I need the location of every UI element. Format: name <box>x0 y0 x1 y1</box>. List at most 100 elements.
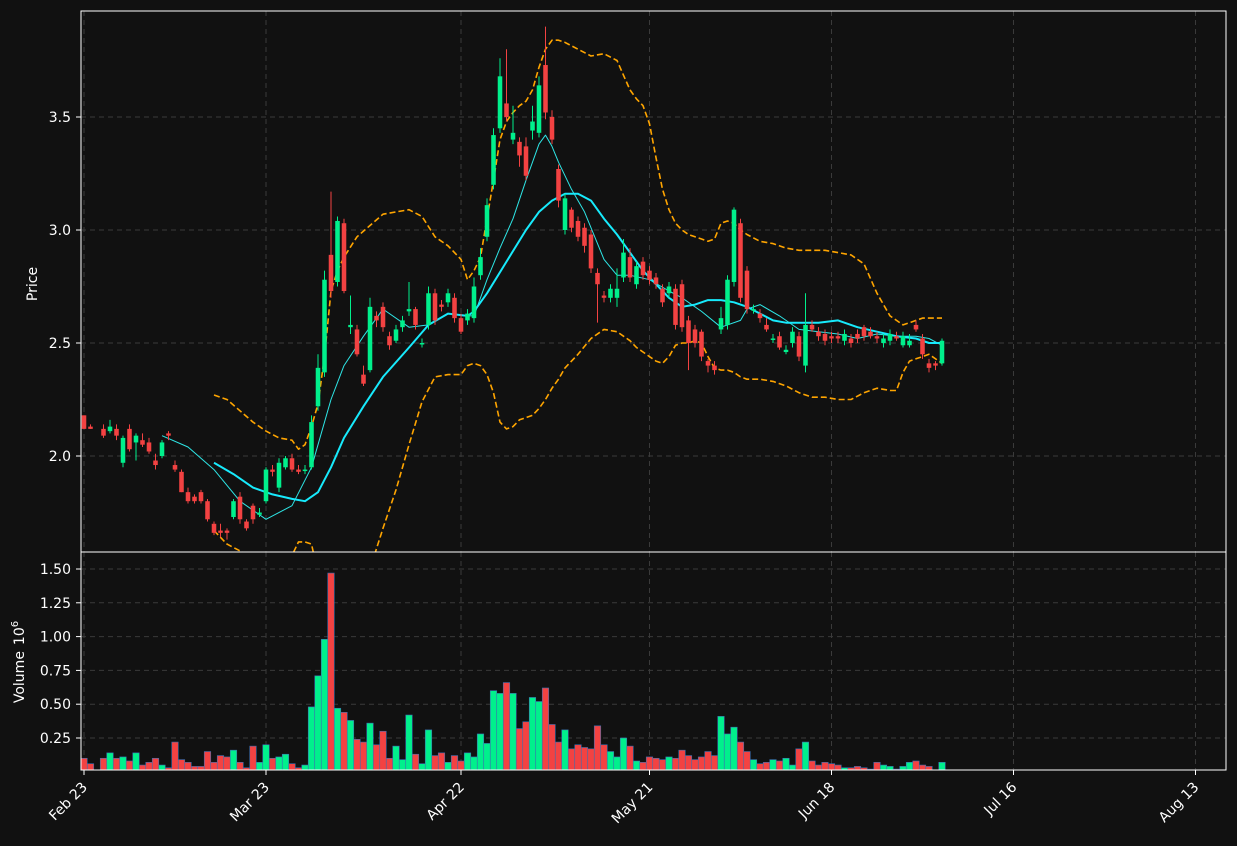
price-tick-label: 3.5 <box>49 110 71 126</box>
volume-bar <box>918 764 927 771</box>
volume-bar <box>99 757 108 771</box>
price-gridlines <box>81 11 1226 552</box>
volume-bar <box>749 759 758 771</box>
candle-body <box>465 313 470 321</box>
candle-body <box>497 76 503 129</box>
volume-panel-frame <box>80 551 1227 771</box>
volume-bars <box>80 572 946 771</box>
volume-bar <box>762 762 771 771</box>
volume-bar <box>489 690 498 771</box>
volume-bar <box>606 751 615 771</box>
candle-body <box>536 85 542 133</box>
volume-bar <box>574 744 582 771</box>
volume-bar <box>626 745 634 771</box>
candle-body <box>354 329 360 355</box>
price-tick-label: 3.0 <box>49 223 71 239</box>
volume-bar <box>704 751 712 771</box>
volume-bar <box>756 763 764 771</box>
candle-body <box>81 415 87 429</box>
candle-body <box>289 458 295 470</box>
volume-bar <box>301 764 309 771</box>
volume-axis-label-power: 6 <box>10 621 21 627</box>
volume-bar <box>483 743 491 771</box>
volume-bar <box>184 762 192 771</box>
volume-tick-label: 1.25 <box>40 596 71 612</box>
candle-body <box>640 261 646 276</box>
candle-body <box>757 313 763 319</box>
candle-body <box>939 340 945 364</box>
volume-bar <box>112 757 121 771</box>
volume-bar <box>450 755 459 771</box>
volume-bar <box>502 682 511 771</box>
volume-bar <box>203 751 212 771</box>
candle-body <box>179 471 184 493</box>
volume-bar <box>671 757 680 771</box>
candle-body <box>731 209 737 282</box>
candle-body <box>510 132 516 140</box>
volume-bar <box>925 766 933 771</box>
volume-bar <box>359 741 368 771</box>
candle-body <box>764 324 769 330</box>
volume-bar <box>743 751 751 771</box>
candle-body <box>250 505 256 520</box>
volume-bar <box>580 747 589 771</box>
candle-body <box>387 336 392 346</box>
candle-body <box>471 286 477 319</box>
volume-bar <box>444 762 452 771</box>
candle-body <box>153 460 158 466</box>
candle-body <box>88 426 93 429</box>
volume-bar <box>457 760 465 771</box>
candle-body <box>803 324 808 366</box>
volume-bar <box>639 762 647 771</box>
volume-bar <box>145 762 153 771</box>
volume-bar <box>515 728 524 771</box>
candle-body <box>127 428 132 450</box>
candle-body <box>426 293 431 325</box>
candle-body <box>328 254 334 292</box>
candle-body <box>452 297 457 319</box>
volume-bar <box>327 572 335 771</box>
volume-bar <box>905 762 914 771</box>
volume-bar <box>190 766 199 771</box>
candle-body <box>367 306 373 371</box>
volume-bar <box>873 762 881 771</box>
volume-tick-label: 1.50 <box>40 562 71 578</box>
candle-body <box>523 146 529 176</box>
volume-bar <box>912 760 920 771</box>
candle-body <box>601 295 607 298</box>
volume-bar <box>834 764 842 771</box>
volume-bar <box>522 721 530 771</box>
price-axis-label: Price <box>25 267 41 301</box>
candle-body <box>198 492 204 502</box>
candle-body <box>419 343 425 345</box>
volume-bar <box>853 766 862 771</box>
candle-body <box>192 496 197 502</box>
volume-axis-label: Volume 106 <box>10 621 28 703</box>
volume-bar <box>535 701 543 771</box>
candle-body <box>101 428 106 436</box>
candle-body <box>933 363 938 366</box>
candle-body <box>861 327 867 337</box>
volume-bar <box>418 763 426 771</box>
volume-bar <box>717 716 725 771</box>
candle-body <box>400 320 405 328</box>
candle-body <box>263 469 269 502</box>
volume-axis-label-base: 10 <box>12 627 28 645</box>
price-axis-ticks: 2.0 2.5 3.0 3.5 <box>49 110 81 465</box>
volume-bar <box>307 706 316 771</box>
volume-bar <box>600 744 608 771</box>
volume-bar <box>587 748 595 771</box>
candle-body <box>218 530 223 533</box>
candle-body <box>380 306 386 328</box>
volume-bar <box>275 756 283 771</box>
price-tick-label: 2.5 <box>49 336 71 352</box>
candle-body <box>907 340 912 346</box>
volume-bar <box>346 720 355 771</box>
candle-body <box>835 336 841 339</box>
candle-body <box>913 324 919 330</box>
candle-body <box>562 198 568 230</box>
candle-body <box>406 309 412 312</box>
volume-bar <box>879 764 888 771</box>
